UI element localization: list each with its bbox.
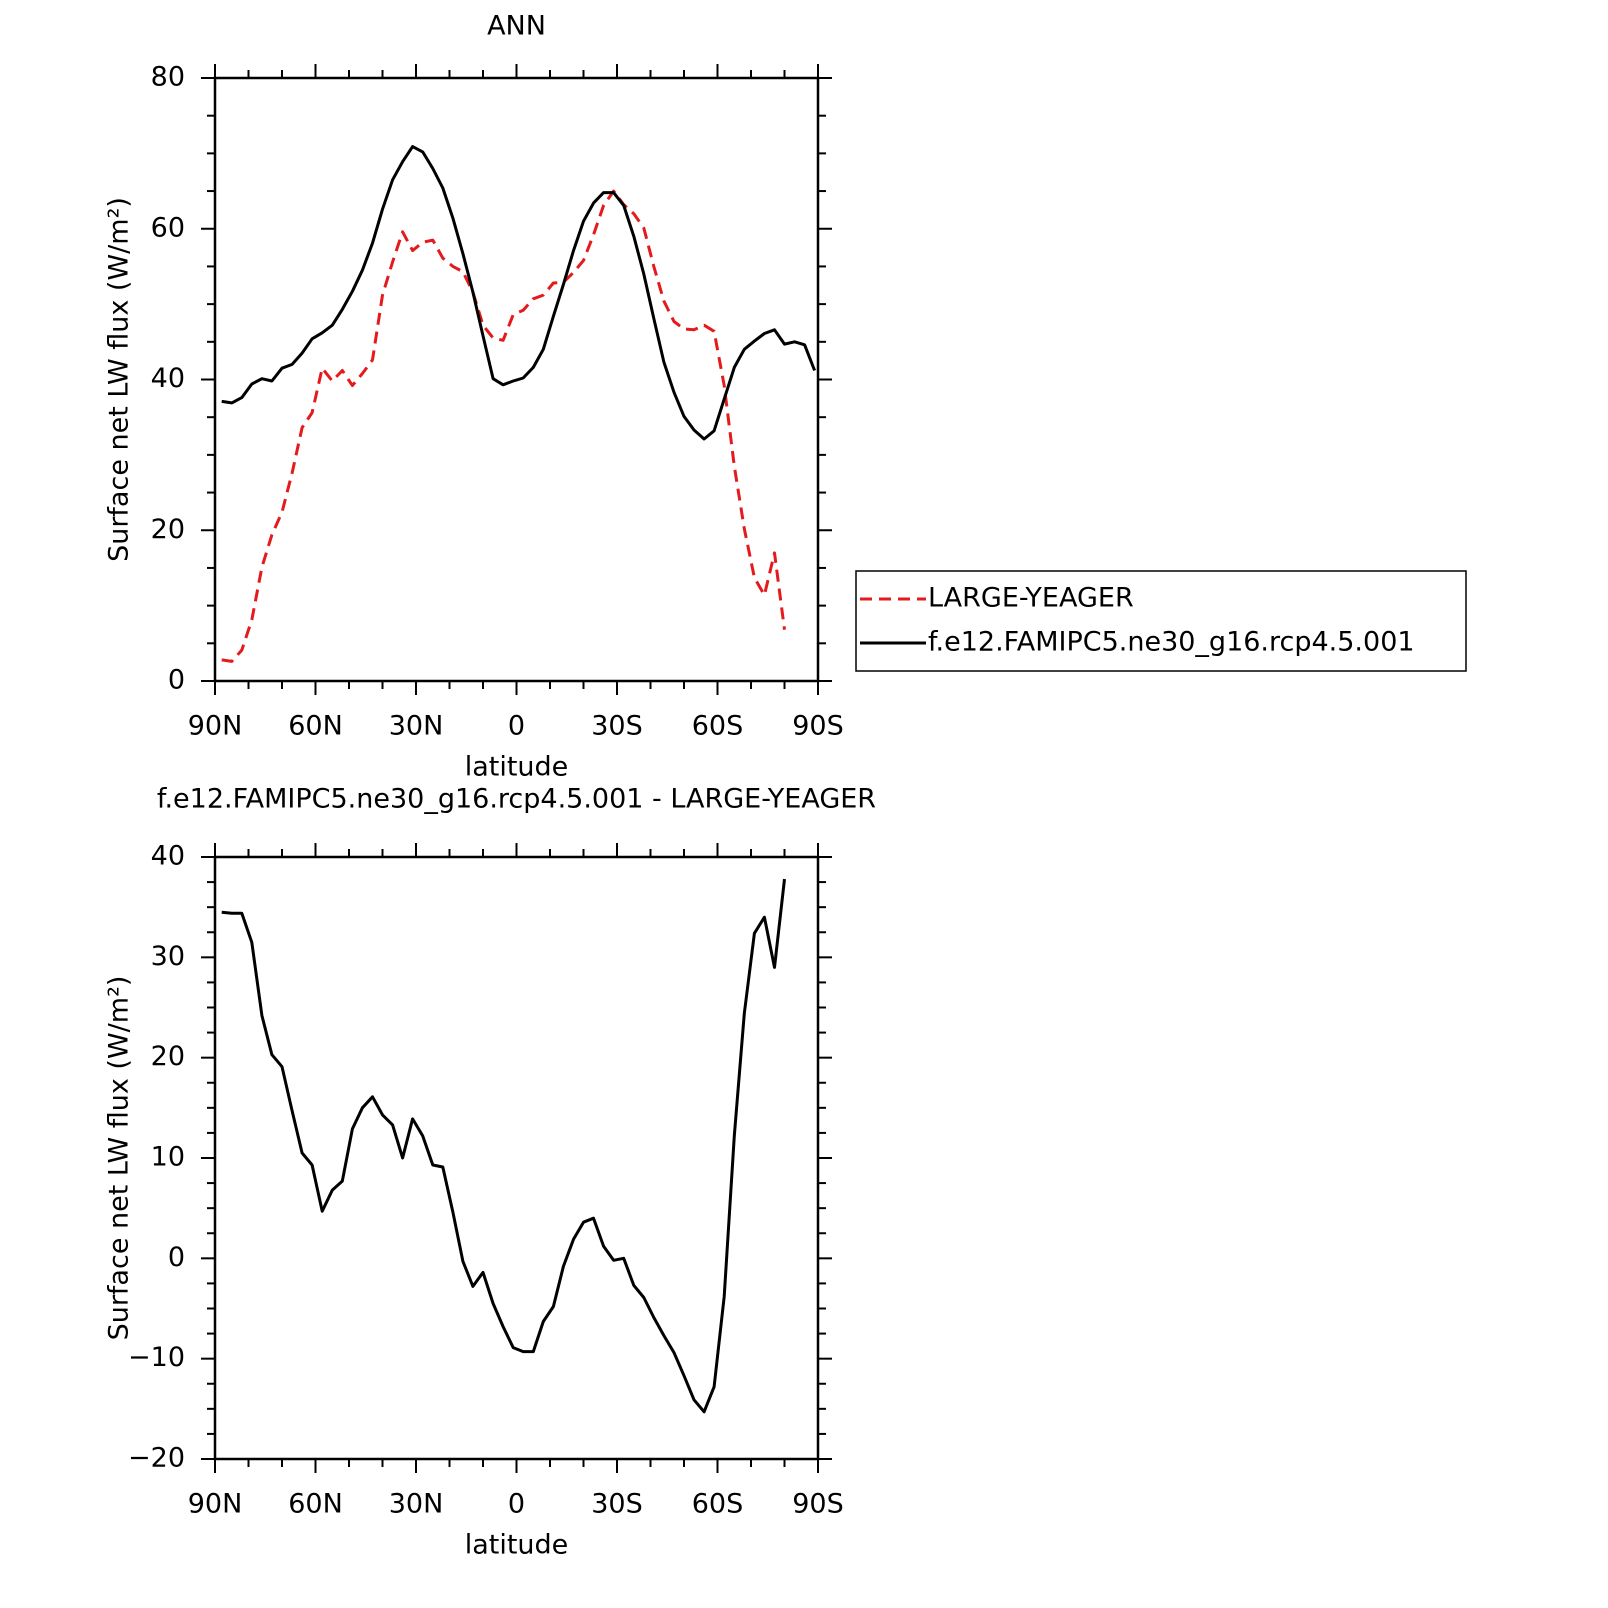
x-tick-label: 90S (792, 711, 844, 742)
y-axis-label: Surface net LW flux (W/m²) (104, 976, 135, 1341)
y-axis-label: Surface net LW flux (W/m²) (104, 197, 135, 562)
legend-box (855, 570, 1467, 672)
chart-title: f.e12.FAMIPC5.ne30_g16.rcp4.5.001 - LARG… (157, 784, 876, 815)
x-axis-label: latitude (465, 752, 569, 783)
legend-label: f.e12.FAMIPC5.ne30_g16.rcp4.5.001 (928, 627, 1415, 658)
y-tick-label: 40 (151, 841, 185, 872)
y-tick-label: 20 (151, 514, 185, 545)
y-tick-label: −10 (128, 1342, 185, 1373)
y-tick-label: 60 (151, 212, 185, 243)
x-tick-label: 90N (188, 711, 243, 742)
x-tick-label: 0 (508, 1489, 525, 1520)
y-tick-label: −20 (128, 1443, 185, 1474)
y-tick-label: 30 (151, 941, 185, 972)
x-tick-label: 60S (692, 1489, 744, 1520)
data-line (221, 189, 786, 663)
data-line (221, 878, 786, 1414)
x-tick-label: 60N (288, 1489, 343, 1520)
x-tick-label: 30S (591, 711, 643, 742)
y-tick-label: 0 (168, 665, 185, 696)
x-tick-label: 60N (288, 711, 343, 742)
x-tick-label: 90N (188, 1489, 243, 1520)
x-tick-label: 30N (389, 1489, 444, 1520)
data-line (221, 145, 816, 441)
y-tick-label: 80 (151, 62, 185, 93)
x-axis-label: latitude (465, 1530, 569, 1561)
chart-title: ANN (487, 11, 546, 42)
x-tick-label: 60S (692, 711, 744, 742)
y-tick-label: 40 (151, 363, 185, 394)
y-tick-label: 10 (151, 1142, 185, 1173)
legend-label: LARGE-YEAGER (928, 583, 1134, 614)
y-tick-label: 0 (168, 1242, 185, 1273)
x-tick-label: 90S (792, 1489, 844, 1520)
x-tick-label: 30S (591, 1489, 643, 1520)
x-tick-label: 30N (389, 711, 444, 742)
y-tick-label: 20 (151, 1041, 185, 1072)
x-tick-label: 0 (508, 711, 525, 742)
